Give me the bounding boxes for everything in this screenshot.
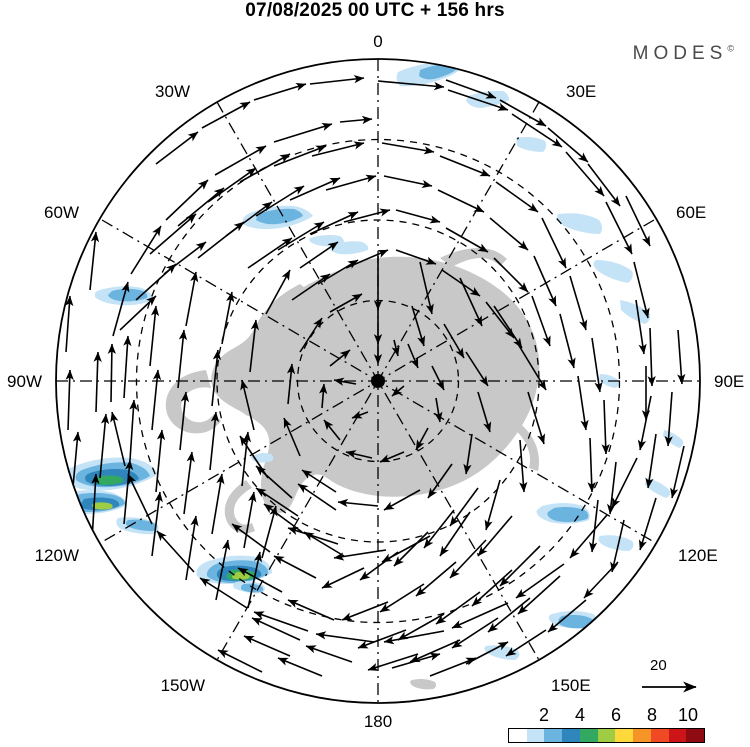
modes-logo: MODES© (633, 43, 734, 65)
vector-scale-arrow-icon (642, 681, 697, 693)
colorbar-tick-labels: 2 4 6 8 10 (508, 705, 708, 727)
colorbar-segment-4 (579, 729, 598, 742)
colorbar-gradient (508, 728, 705, 743)
longitude-label-180: 180 (363, 712, 393, 731)
colorbar-tick-2: 2 (538, 705, 550, 725)
colorbar-segment-6 (615, 729, 634, 742)
colorbar-segment-8 (650, 729, 669, 742)
copyright-mark: © (727, 43, 734, 54)
modes-logo-text: MODES (632, 43, 728, 64)
vector-scale-value: 20 (650, 657, 667, 674)
longitude-label-120w: 120W (34, 546, 79, 565)
vector-scale-legend: 20 (636, 657, 726, 699)
longitude-label-0: 0 (373, 32, 383, 51)
colorbar-segment-7 (633, 729, 651, 742)
longitude-label-30w: 30W (155, 82, 190, 101)
longitude-label-30e: 30E (566, 82, 597, 101)
longitude-label-150w: 150W (160, 676, 205, 695)
longitude-label-60e: 60E (676, 203, 707, 222)
colorbar-tick-4: 4 (574, 705, 586, 725)
south-pole-marker (371, 374, 385, 388)
longitude-label-90e: 90E (714, 372, 745, 391)
colorbar-segment-5 (597, 729, 616, 742)
wind-vector-field (65, 74, 686, 677)
colorbar-segment-1 (526, 729, 545, 742)
colorbar-segment-9 (668, 729, 687, 742)
colorbar-tick-8: 8 (646, 705, 658, 725)
colorbar: 2 4 6 8 10 (508, 705, 708, 747)
colorbar-tick-10: 10 (677, 705, 699, 725)
colorbar-segment-0 (509, 729, 527, 742)
longitude-label-150e: 150E (551, 676, 591, 695)
longitude-label-90w: 90W (7, 372, 42, 391)
map-outer-boundary (55, 58, 701, 704)
page-title: 07/08/2025 00 UTC + 156 hrs (245, 0, 505, 21)
colorbar-segment-2 (544, 729, 563, 742)
colorbar-segment-10 (686, 729, 705, 742)
colorbar-segment-3 (562, 729, 580, 742)
longitude-label-60w: 60W (44, 203, 79, 222)
longitude-label-120e: 120E (678, 546, 718, 565)
colorbar-tick-6: 6 (610, 705, 622, 725)
